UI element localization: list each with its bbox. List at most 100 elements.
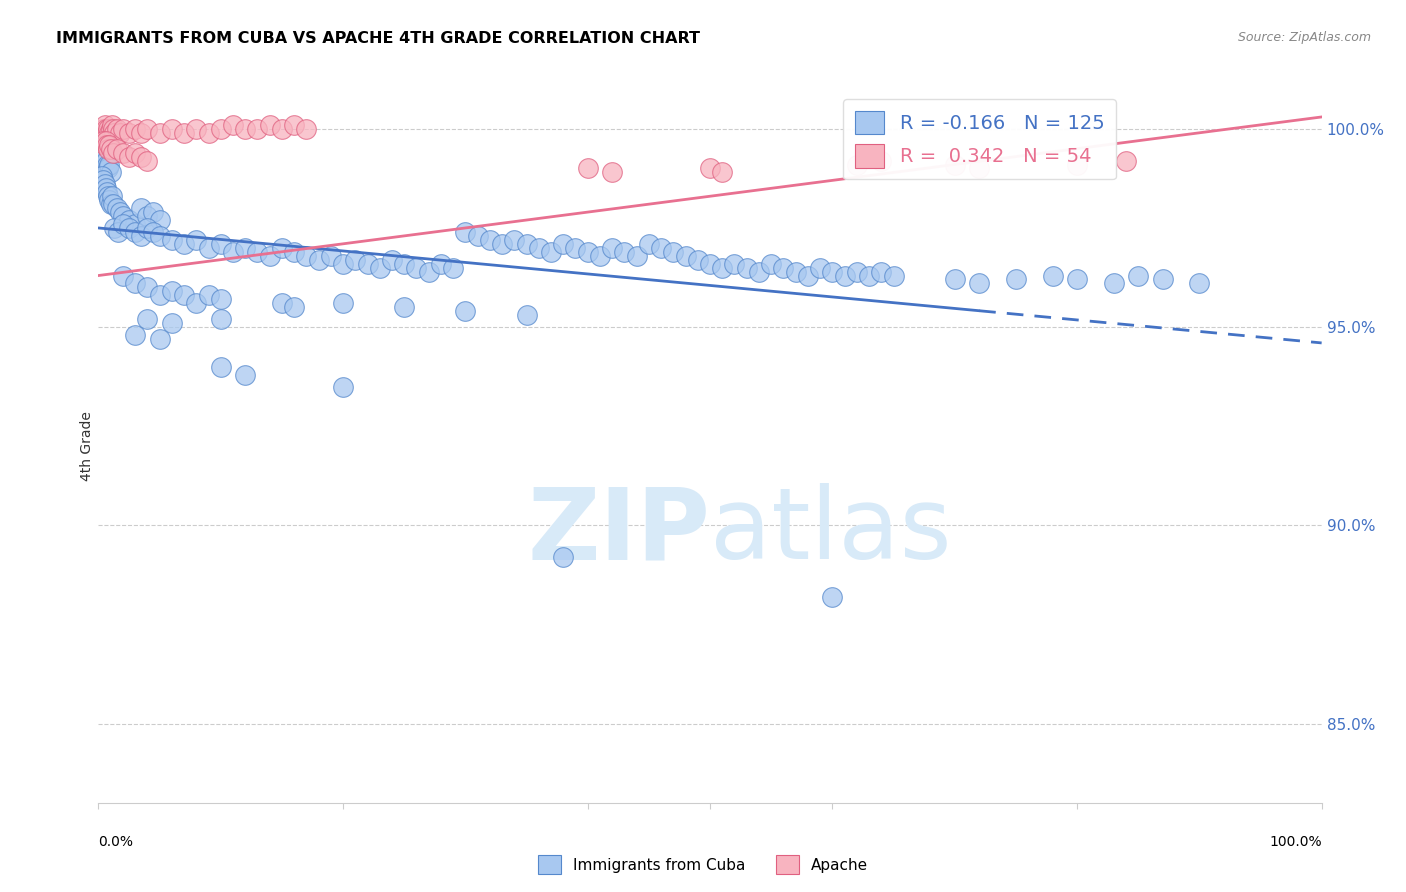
Point	[283, 244, 305, 259]
Point	[870, 153, 893, 168]
Point	[808, 260, 831, 275]
Point	[142, 205, 165, 219]
Point	[186, 233, 208, 247]
Point	[735, 260, 758, 275]
Point	[96, 186, 118, 200]
Point	[319, 249, 342, 263]
Legend: R = -0.166   N = 125, R =  0.342   N = 54: R = -0.166 N = 125, R = 0.342 N = 54	[844, 99, 1116, 179]
Point	[98, 193, 121, 207]
Point	[93, 137, 115, 152]
Point	[883, 268, 905, 283]
Point	[308, 252, 330, 267]
Point	[540, 244, 562, 259]
Point	[118, 126, 141, 140]
Point	[711, 165, 734, 179]
Point	[100, 121, 122, 136]
Point	[136, 280, 159, 294]
Point	[626, 249, 648, 263]
Text: atlas: atlas	[710, 483, 952, 580]
Point	[259, 249, 281, 263]
Point	[97, 142, 120, 156]
Text: ZIP: ZIP	[527, 483, 710, 580]
Legend: Immigrants from Cuba, Apache: Immigrants from Cuba, Apache	[531, 849, 875, 880]
Point	[589, 249, 612, 263]
Point	[821, 590, 844, 604]
Point	[858, 268, 880, 283]
Point	[101, 118, 124, 132]
Point	[160, 233, 183, 247]
Point	[136, 209, 159, 223]
Point	[124, 145, 146, 160]
Point	[160, 121, 183, 136]
Point	[96, 157, 118, 171]
Point	[124, 121, 146, 136]
Point	[124, 277, 146, 291]
Point	[515, 236, 537, 251]
Point	[111, 217, 134, 231]
Point	[97, 161, 120, 176]
Point	[93, 118, 115, 132]
Point	[711, 260, 734, 275]
Point	[94, 121, 117, 136]
Point	[209, 236, 232, 251]
Point	[553, 549, 575, 564]
Point	[124, 217, 146, 231]
Point	[149, 288, 172, 302]
Point	[110, 205, 132, 219]
Point	[246, 121, 269, 136]
Point	[105, 142, 128, 156]
Point	[723, 257, 745, 271]
Point	[785, 264, 807, 278]
Point	[283, 300, 305, 314]
Point	[91, 121, 114, 136]
Point	[600, 241, 623, 255]
Point	[160, 285, 183, 299]
Point	[91, 173, 114, 187]
Point	[103, 126, 125, 140]
Point	[94, 153, 117, 168]
Point	[111, 209, 134, 223]
Point	[96, 137, 118, 152]
Point	[467, 228, 489, 243]
Point	[515, 308, 537, 322]
Point	[136, 312, 159, 326]
Point	[381, 252, 404, 267]
Point	[797, 268, 820, 283]
Point	[332, 296, 354, 310]
Point	[748, 264, 770, 278]
Point	[98, 157, 121, 171]
Point	[638, 236, 661, 251]
Point	[209, 293, 232, 307]
Point	[332, 379, 354, 393]
Point	[129, 150, 152, 164]
Point	[1066, 272, 1088, 286]
Point	[91, 129, 114, 144]
Point	[392, 257, 416, 271]
Point	[1042, 268, 1064, 283]
Point	[1188, 277, 1211, 291]
Point	[136, 121, 159, 136]
Point	[943, 272, 966, 286]
Point	[478, 233, 501, 247]
Text: IMMIGRANTS FROM CUBA VS APACHE 4TH GRADE CORRELATION CHART: IMMIGRANTS FROM CUBA VS APACHE 4TH GRADE…	[56, 31, 700, 46]
Point	[295, 121, 318, 136]
Point	[173, 126, 195, 140]
Point	[943, 157, 966, 171]
Point	[91, 137, 114, 152]
Point	[222, 244, 245, 259]
Point	[111, 145, 134, 160]
Point	[96, 126, 118, 140]
Point	[1004, 272, 1026, 286]
Point	[392, 300, 416, 314]
Point	[356, 257, 378, 271]
Point	[197, 126, 219, 140]
Point	[209, 121, 232, 136]
Point	[118, 150, 141, 164]
Point	[111, 121, 134, 136]
Point	[105, 121, 128, 136]
Point	[105, 201, 128, 215]
Point	[100, 197, 122, 211]
Point	[100, 142, 122, 156]
Point	[699, 161, 721, 176]
Point	[149, 228, 172, 243]
